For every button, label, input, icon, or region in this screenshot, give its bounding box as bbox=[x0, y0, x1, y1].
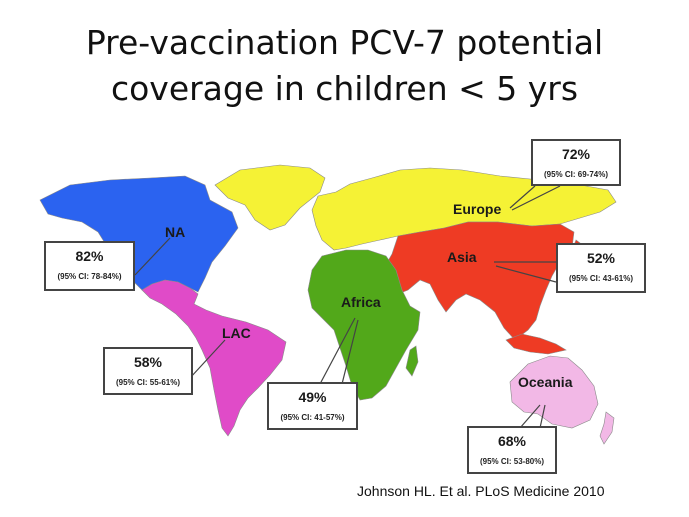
indonesia-region bbox=[505, 333, 567, 355]
europe-callout: 72% (95% CI: 69-74%) bbox=[531, 139, 621, 186]
greenland-region bbox=[214, 164, 326, 231]
lac-leader-line bbox=[189, 339, 226, 379]
europe-ci: (95% CI: 69-74%) bbox=[543, 170, 609, 179]
oceania-callout: 68% (95% CI: 53-80%) bbox=[467, 426, 557, 474]
na-region-label: NA bbox=[165, 224, 185, 240]
madagascar-region bbox=[405, 345, 419, 377]
na-coverage: 82% bbox=[75, 248, 104, 264]
asia-leader-line-2 bbox=[495, 265, 557, 283]
asia-ci: (95% CI: 43-61%) bbox=[568, 274, 634, 283]
africa-callout: 49% (95% CI: 41-57%) bbox=[267, 382, 358, 430]
africa-ci: (95% CI: 41-57%) bbox=[280, 413, 345, 422]
oceania-region-label: Oceania bbox=[518, 374, 573, 390]
oceania-coverage: 68% bbox=[497, 433, 527, 449]
oceania-ci: (95% CI: 53-80%) bbox=[479, 457, 545, 466]
latin-america-region bbox=[141, 279, 287, 437]
asia-coverage: 52% bbox=[586, 250, 616, 266]
lac-ci: (95% CI: 55-61%) bbox=[115, 378, 181, 387]
asia-region-label: Asia bbox=[447, 249, 477, 265]
na-callout: 82% (95% CI: 78-84%) bbox=[44, 241, 135, 291]
africa-leader-line bbox=[319, 317, 356, 385]
asia-callout: 52% (95% CI: 43-61%) bbox=[556, 243, 646, 293]
africa-region-label: Africa bbox=[341, 294, 381, 310]
oceania-leader-line bbox=[519, 404, 541, 429]
europe-leader-line-2 bbox=[511, 185, 561, 211]
africa-region bbox=[307, 249, 421, 401]
slide-title: Pre-vaccination PCV-7 potential coverage… bbox=[0, 20, 689, 112]
europe-coverage: 72% bbox=[561, 146, 591, 162]
title-line-1: Pre-vaccination PCV-7 potential bbox=[85, 23, 604, 62]
lac-coverage: 58% bbox=[133, 354, 163, 370]
na-ci: (95% CI: 78-84%) bbox=[57, 272, 122, 281]
lac-region-label: LAC bbox=[222, 325, 251, 341]
title-line-2: coverage in children < 5 yrs bbox=[110, 69, 579, 108]
new-zealand-region bbox=[599, 411, 615, 445]
africa-leader-line-2 bbox=[341, 319, 359, 385]
europe-region-label: Europe bbox=[453, 201, 501, 217]
europe-leader-line bbox=[509, 185, 536, 209]
citation: Johnson HL. Et al. PLoS Medicine 2010 bbox=[357, 483, 605, 499]
africa-coverage: 49% bbox=[298, 389, 327, 405]
na-leader-line bbox=[134, 237, 171, 276]
australia-region bbox=[509, 355, 599, 429]
oceania-leader-line-2 bbox=[539, 404, 546, 429]
lac-callout: 58% (95% CI: 55-61%) bbox=[103, 347, 193, 395]
north-america-region bbox=[39, 175, 239, 293]
